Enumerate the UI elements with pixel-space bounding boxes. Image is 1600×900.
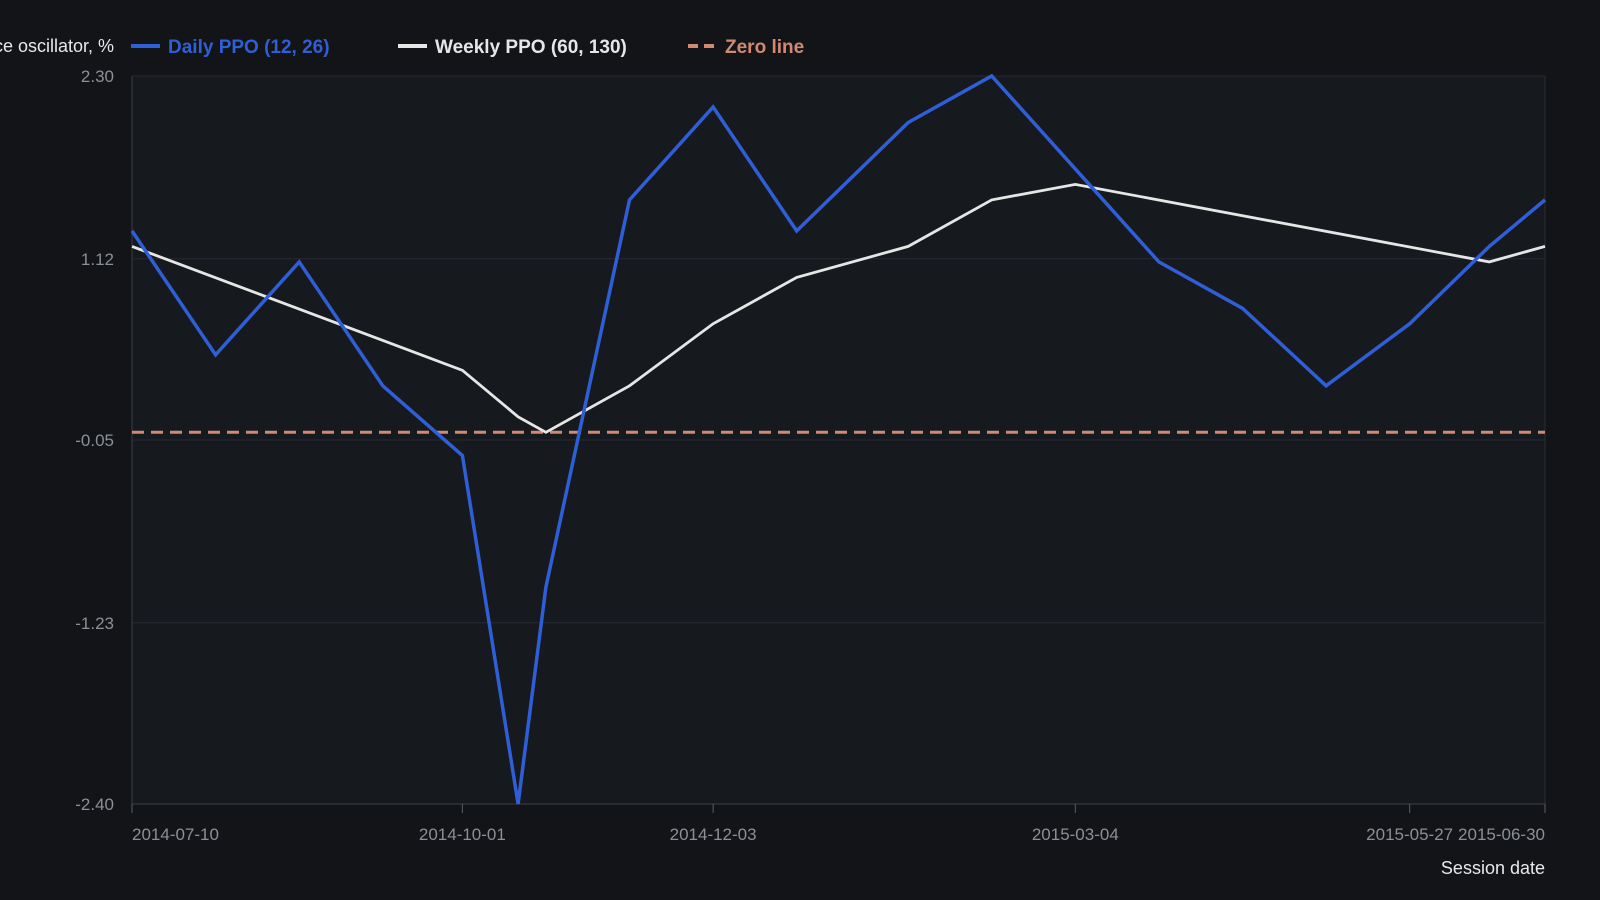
- x-tick-label: 2014-12-03: [670, 825, 757, 844]
- series-line-daily-ppo: [130, 73, 1547, 805]
- x-tick-label: 2015-03-04: [1032, 825, 1119, 844]
- y-tick-label: -1.23: [75, 614, 114, 633]
- x-tick-label: 2015-05-27: [1366, 825, 1453, 844]
- series-lines: [130, 73, 1547, 805]
- x-axis-ticks: 2014-07-10 2014-10-01 2014-12-03 2015-03-04…: [131, 804, 1546, 844]
- legend-label: Zero line: [725, 37, 804, 58]
- y-axis-title: Percentage price oscillator, %: [0, 36, 114, 56]
- x-axis-title: Session date: [1441, 858, 1545, 878]
- grid: [132, 75, 1545, 805]
- legend-label: Weekly PPO (60, 130): [435, 37, 627, 58]
- legend-label: Daily PPO (12, 26): [168, 37, 330, 58]
- y-tick-label: -2.40: [75, 795, 114, 814]
- series-line-weekly-ppo: [131, 182, 1546, 434]
- x-tick-label: 2015-06-30: [1458, 825, 1545, 844]
- x-tick-label: 2014-07-10: [132, 825, 219, 844]
- y-axis-ticks: 2.30 1.12 -0.05 -1.23 -2.40: [75, 67, 114, 814]
- y-tick-label: 2.30: [81, 67, 114, 86]
- y-tick-label: -0.05: [75, 431, 114, 450]
- legend: Daily PPO (12, 26) Weekly PPO (60, 130) Ze…: [131, 37, 804, 58]
- y-tick-label: 1.12: [81, 250, 114, 269]
- x-tick-label: 2014-10-01: [419, 825, 506, 844]
